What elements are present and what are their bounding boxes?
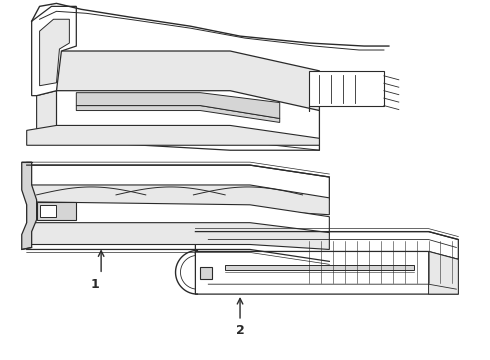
Text: 1: 1 [91, 278, 99, 291]
Polygon shape [26, 223, 329, 249]
Polygon shape [26, 185, 329, 215]
Polygon shape [37, 202, 76, 220]
Polygon shape [200, 267, 212, 279]
Polygon shape [196, 231, 458, 260]
Polygon shape [429, 251, 458, 294]
Polygon shape [26, 125, 319, 145]
Polygon shape [26, 165, 329, 200]
Polygon shape [196, 251, 458, 294]
Polygon shape [76, 105, 280, 122]
Polygon shape [40, 19, 70, 86]
Text: 2: 2 [236, 324, 245, 337]
Polygon shape [76, 93, 280, 118]
Polygon shape [32, 6, 76, 96]
Polygon shape [22, 162, 37, 249]
Polygon shape [56, 91, 319, 150]
Polygon shape [37, 91, 56, 140]
Polygon shape [40, 205, 56, 217]
Polygon shape [225, 265, 414, 270]
Polygon shape [26, 202, 329, 235]
Polygon shape [56, 51, 319, 111]
Polygon shape [310, 71, 384, 111]
